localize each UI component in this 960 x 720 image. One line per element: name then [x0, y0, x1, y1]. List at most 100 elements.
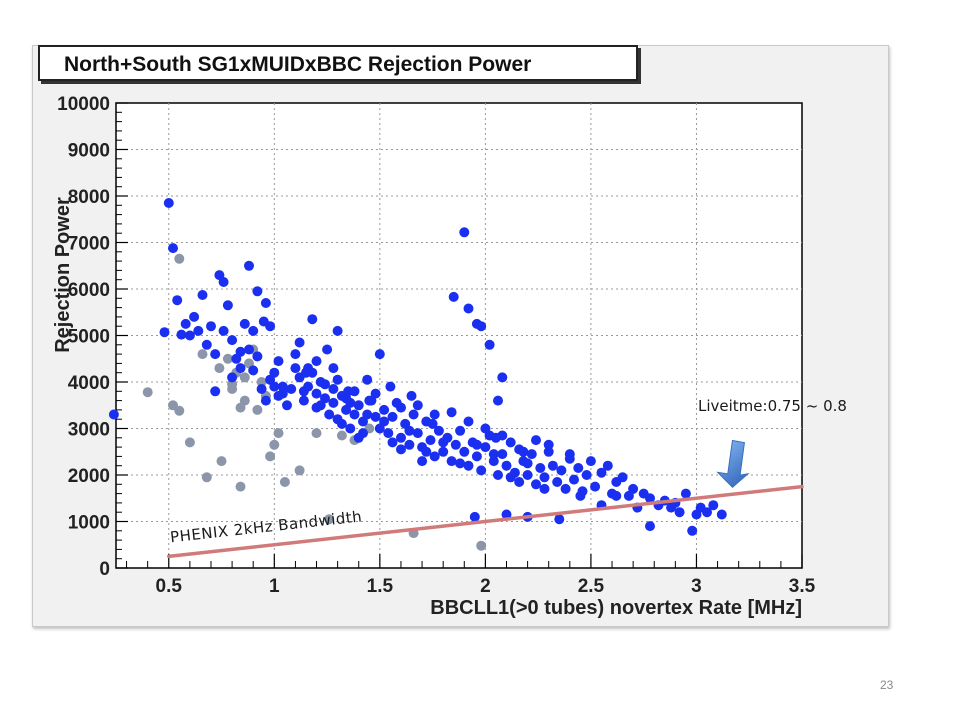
blue-data-point: [450, 439, 461, 450]
blue-data-point: [497, 372, 508, 383]
blue-data-point: [332, 325, 343, 336]
gray-data-point: [476, 540, 487, 551]
blue-data-point: [235, 363, 246, 374]
blue-data-point: [235, 346, 246, 357]
blue-data-point: [716, 509, 727, 520]
blue-data-point: [645, 521, 655, 532]
blue-data-point: [547, 460, 558, 471]
gray-data-point: [174, 405, 185, 416]
blue-data-point: [501, 460, 512, 471]
blue-data-point: [505, 437, 516, 448]
blue-data-point: [379, 416, 390, 427]
gray-data-point: [311, 428, 322, 439]
y-tick-label: 7000: [68, 234, 110, 255]
blue-data-point: [433, 425, 444, 436]
blue-data-point: [412, 400, 423, 411]
blue-data-point: [328, 384, 339, 394]
blue-data-point: [345, 423, 356, 434]
liveitme-label: Liveitme:0.75 ~ 0.8: [698, 397, 847, 415]
blue-data-point: [455, 425, 466, 436]
blue-data-point: [396, 444, 406, 455]
blue-data-point: [438, 446, 449, 457]
blue-data-point: [227, 372, 238, 383]
blue-data-point: [476, 465, 487, 476]
blue-data-point: [490, 432, 501, 443]
blue-data-point: [290, 349, 301, 360]
blue-data-point: [463, 303, 474, 314]
y-tick-label: 10000: [57, 94, 110, 115]
blue-data-point: [463, 460, 474, 471]
blue-data-point: [480, 442, 491, 453]
blue-data-point: [480, 423, 491, 434]
y-tick-label: 0: [99, 559, 110, 580]
blue-data-point: [575, 490, 586, 501]
blue-data-point: [429, 451, 440, 462]
blue-data-point: [412, 428, 423, 439]
blue-data-point: [341, 393, 352, 404]
blue-data-point: [404, 439, 415, 450]
blue-data-point: [239, 318, 250, 329]
y-tick-label: 1000: [68, 513, 110, 534]
gray-data-point: [324, 514, 335, 525]
blue-data-point: [311, 402, 322, 413]
gray-data-point: [201, 472, 212, 483]
blue-data-point: [286, 384, 297, 394]
blue-data-point: [362, 374, 373, 385]
blue-data-point: [573, 463, 584, 473]
blue-data-point: [446, 407, 457, 418]
blue-data-point: [159, 327, 170, 338]
blue-data-point: [501, 509, 512, 520]
blue-data-point: [193, 325, 204, 336]
blue-data-point: [244, 344, 254, 355]
blue-data-point: [459, 227, 470, 238]
gray-data-point: [222, 353, 233, 364]
x-tick-label: 2: [480, 576, 491, 597]
blue-data-point: [163, 198, 174, 208]
blue-data-point: [446, 456, 457, 467]
blue-data-point: [674, 507, 685, 518]
blue-data-point: [438, 437, 449, 448]
blue-data-point: [421, 446, 432, 457]
blue-data-point: [543, 439, 554, 450]
blue-data-point: [448, 291, 459, 302]
blue-data-point: [404, 425, 415, 436]
blue-data-point: [252, 286, 263, 297]
blue-data-point: [518, 446, 529, 457]
gray-data-point: [184, 437, 195, 448]
blue-data-point: [336, 418, 347, 429]
blue-data-point: [429, 409, 440, 420]
blue-data-point: [315, 377, 326, 387]
blue-data-point: [364, 395, 375, 406]
blue-data-point: [425, 435, 436, 446]
blue-data-point: [617, 472, 628, 483]
gray-data-point: [273, 428, 284, 439]
gray-data-point: [269, 439, 280, 450]
blue-data-point: [463, 416, 474, 427]
blue-data-point: [362, 409, 373, 420]
y-tick-label: 6000: [68, 280, 110, 301]
blue-data-point: [197, 290, 208, 300]
data-points: [108, 198, 727, 551]
blue-data-point: [596, 467, 607, 478]
blue-data-point: [252, 351, 263, 362]
blue-data-point: [358, 428, 368, 439]
blue-data-point: [269, 367, 280, 378]
blue-data-point: [218, 325, 229, 336]
blue-data-point: [277, 388, 288, 399]
gray-data-point: [216, 456, 227, 467]
gray-data-point: [279, 477, 290, 487]
blue-data-point: [307, 314, 318, 325]
y-tick-label: 3000: [68, 420, 110, 441]
gray-data-point: [235, 481, 246, 492]
blue-data-point: [311, 388, 322, 399]
blue-data-point: [514, 477, 525, 487]
blue-data-point: [349, 386, 360, 397]
blue-data-point: [370, 388, 381, 399]
blue-data-point: [554, 514, 565, 525]
blue-data-point: [569, 474, 579, 485]
blue-data-point: [564, 449, 575, 460]
blue-data-point: [531, 479, 541, 490]
blue-data-point: [531, 435, 541, 446]
blue-data-point: [406, 390, 417, 401]
blue-data-point: [294, 337, 305, 348]
